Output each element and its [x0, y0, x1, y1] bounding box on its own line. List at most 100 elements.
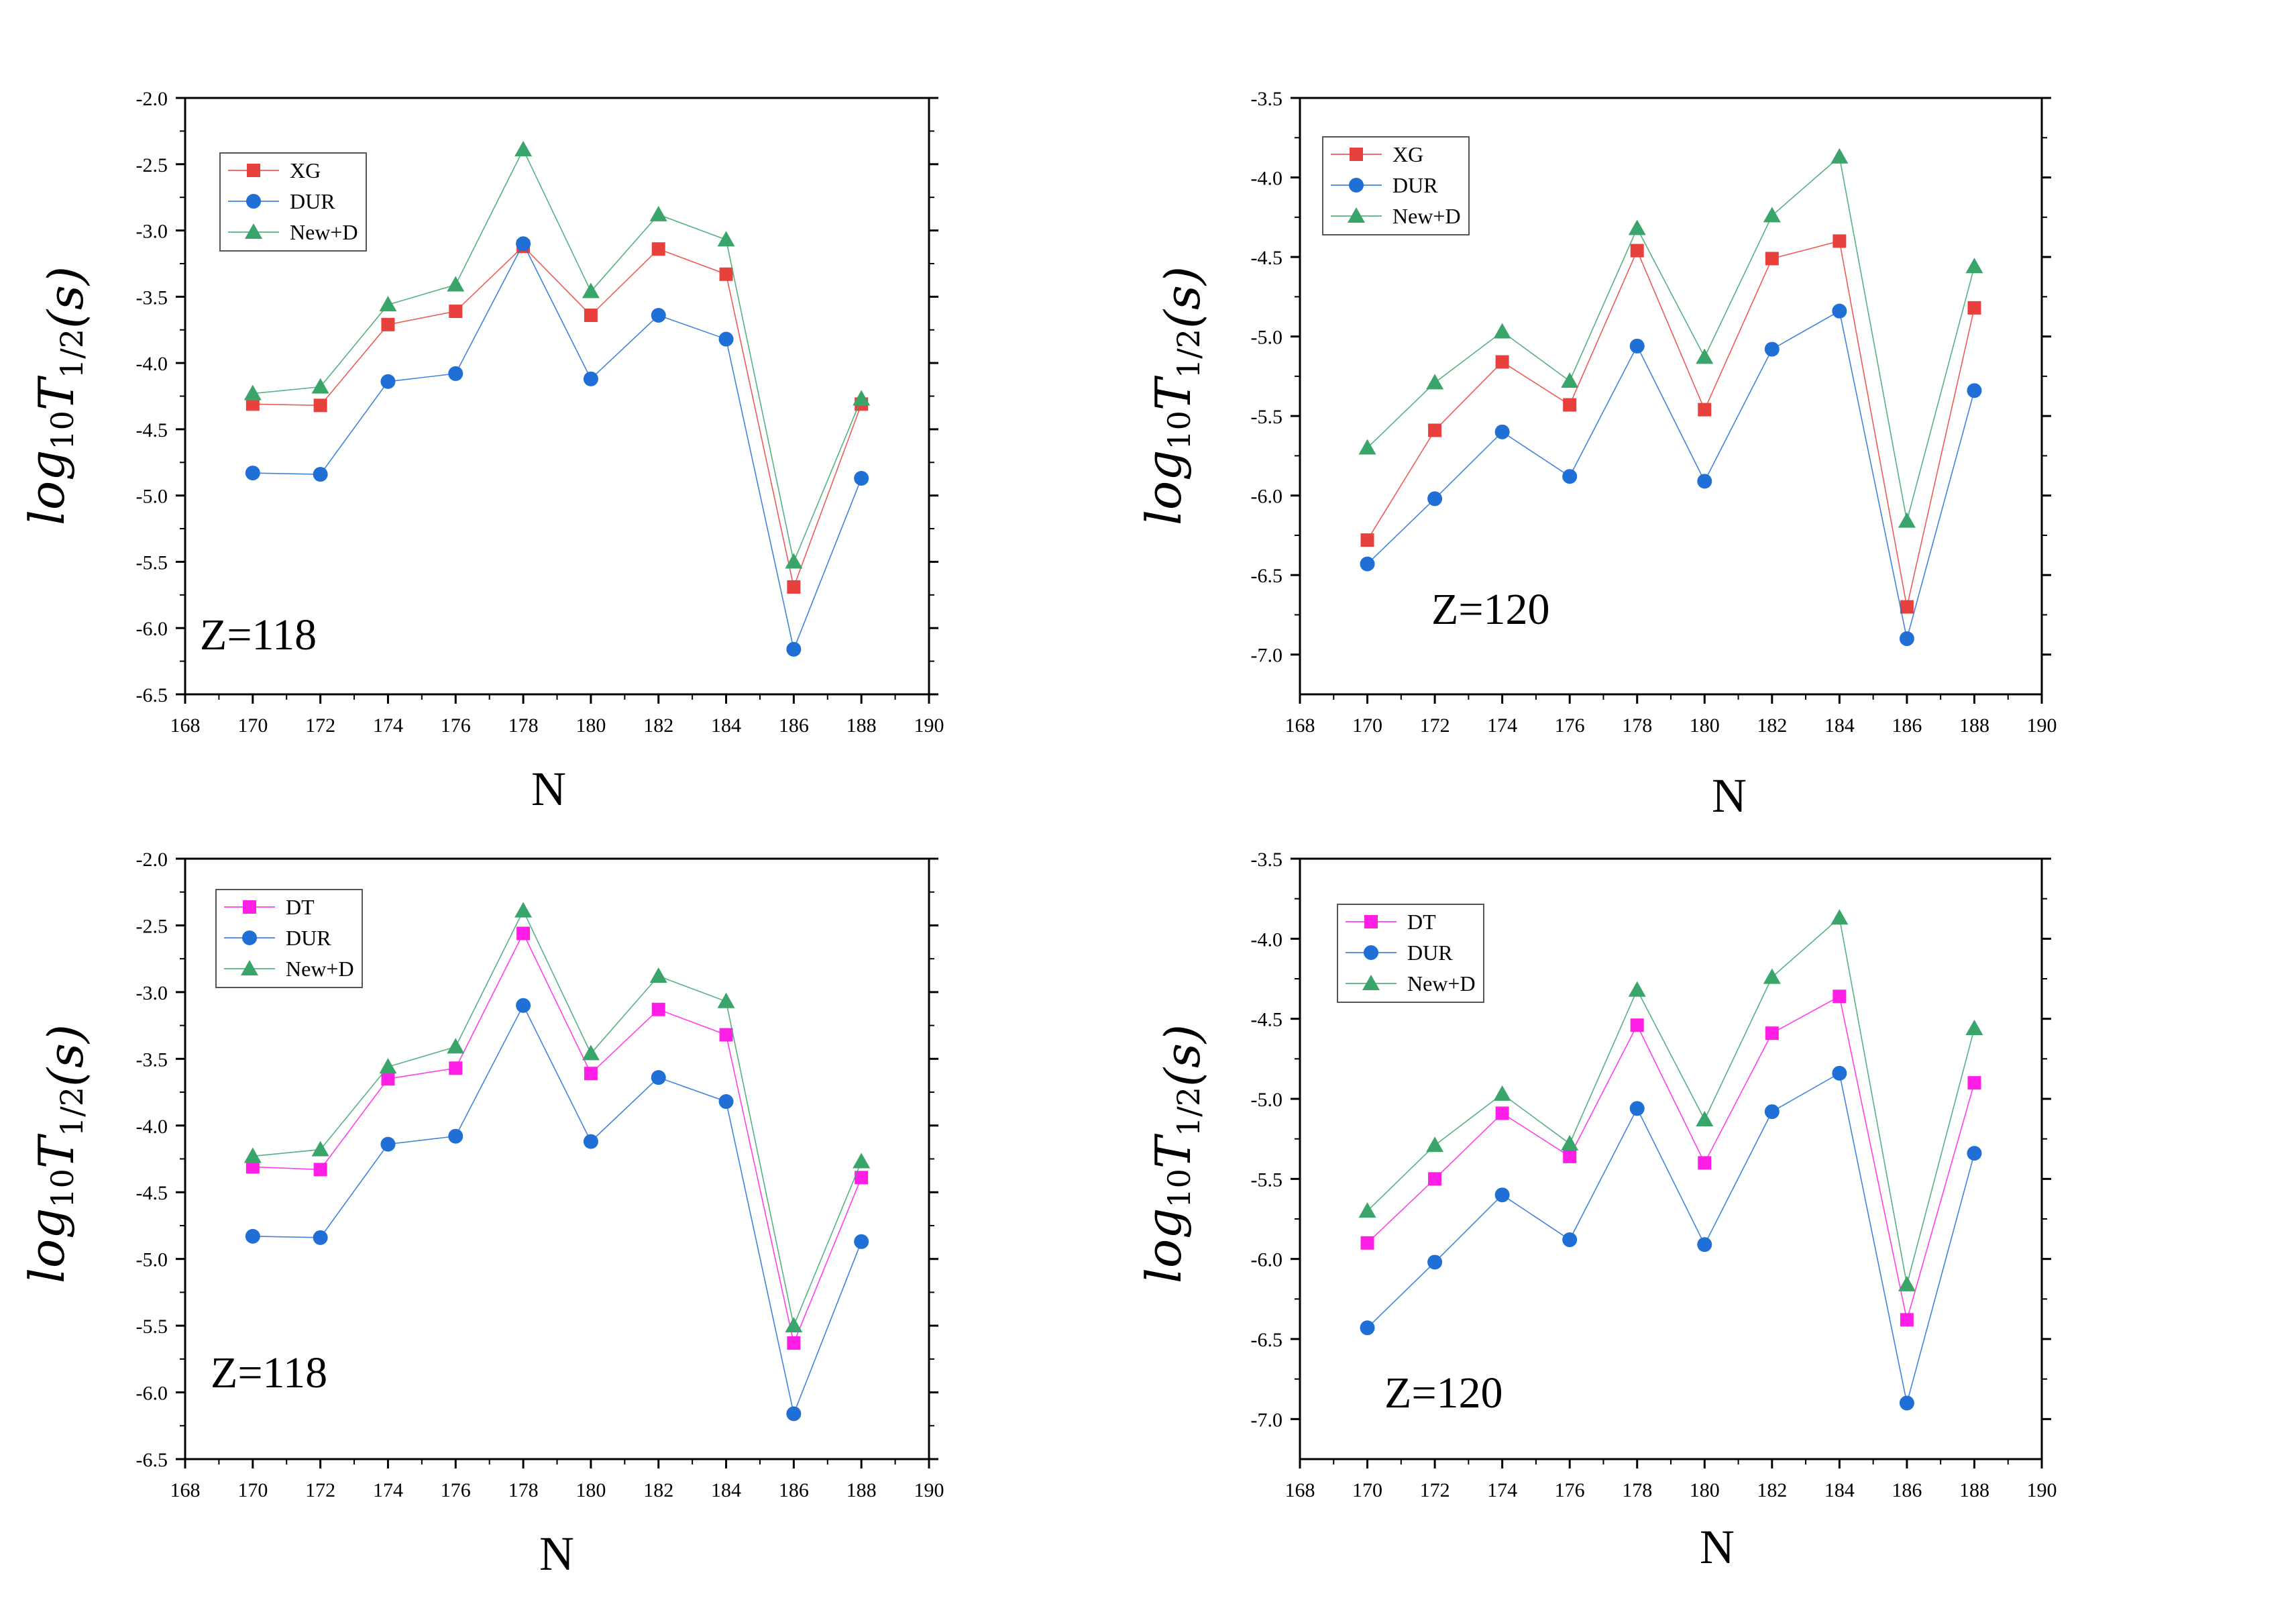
- y-tick-label: -5.0: [136, 486, 168, 508]
- legend-marker-dt: [1364, 915, 1378, 928]
- data-point-dur-n180: [583, 1134, 598, 1149]
- data-point-newd-n170: [1358, 1202, 1376, 1218]
- y-label-text: log: [1136, 450, 1192, 525]
- y-label-text: (s): [38, 266, 94, 329]
- data-point-dur-n176: [1562, 1232, 1578, 1248]
- y-tick-label: -5.0: [1251, 327, 1283, 349]
- data-point-dt-n182: [1765, 1026, 1779, 1040]
- x-tick-label: 176: [1555, 1479, 1585, 1501]
- data-point-newd-n172: [311, 378, 329, 394]
- x-tick-label: 178: [508, 714, 539, 737]
- x-tick-label: 178: [1622, 714, 1652, 737]
- x-tick-label: 188: [846, 1479, 877, 1501]
- legend-marker-xg: [1350, 148, 1363, 161]
- x-tick-label: 176: [441, 1479, 471, 1501]
- y-label-text: T: [1145, 375, 1201, 411]
- y-tick-label: -2.0: [136, 849, 168, 871]
- legend-box: [1322, 136, 1470, 235]
- data-point-newd-n184: [717, 231, 735, 247]
- x-tick-label: 172: [305, 1479, 335, 1501]
- x-tick-label: 174: [373, 1479, 403, 1501]
- panel-annotation: Z=118: [200, 610, 317, 659]
- data-point-newd-n178: [1628, 981, 1646, 997]
- x-tick-label: 170: [237, 714, 268, 737]
- data-point-newd-n184: [717, 992, 735, 1008]
- x-tick-label: 176: [1555, 714, 1585, 737]
- data-point-newd-n184: [1830, 148, 1849, 164]
- x-tick-label: 182: [1757, 1479, 1787, 1501]
- data-point-dur-n176: [1562, 469, 1578, 484]
- y-tick-label: -4.5: [136, 419, 168, 441]
- data-point-newd-n178: [514, 902, 533, 918]
- data-point-xg-n180: [1698, 403, 1712, 417]
- series-line-newd: [1366, 156, 1975, 521]
- legend: DT DUR New+D: [215, 889, 363, 988]
- y-tick-label: -4.5: [1251, 1009, 1283, 1031]
- data-point-newd-n176: [1561, 372, 1579, 388]
- x-tick-label: 180: [576, 714, 606, 737]
- y-tick-label: -6.0: [136, 1383, 168, 1405]
- data-point-xg-n186: [787, 580, 801, 594]
- data-point-dur-n182: [651, 307, 666, 323]
- data-point-dur-n178: [1629, 1101, 1645, 1116]
- y-tick-label: -6.5: [136, 684, 168, 706]
- legend-label: DUR: [1407, 941, 1453, 965]
- data-point-xg-n174: [381, 317, 395, 331]
- x-tick-label: 190: [2027, 714, 2057, 737]
- data-point-newd-n176: [447, 1038, 465, 1054]
- data-point-dur-n170: [245, 1228, 260, 1244]
- legend-label: New+D: [290, 220, 358, 244]
- x-tick-label: 168: [1285, 1479, 1315, 1501]
- data-point-dt-n186: [1900, 1313, 1914, 1327]
- data-point-dt-n180: [584, 1067, 598, 1081]
- y-tick-label: -4.5: [136, 1182, 168, 1204]
- y-label-text: (s): [1154, 266, 1211, 329]
- x-tick-label: 186: [1892, 1479, 1922, 1501]
- y-label-subscript: 1/2: [1170, 329, 1207, 378]
- data-point-newd-n188: [1965, 258, 1983, 274]
- data-point-dur-n176: [448, 366, 463, 381]
- panel-annotation: Z=120: [1431, 585, 1550, 634]
- x-tick-label: 188: [846, 714, 877, 737]
- x-tick-label: 188: [1959, 714, 1989, 737]
- data-point-dur-n172: [1427, 491, 1443, 506]
- data-point-dt-n186: [787, 1336, 801, 1350]
- x-axis-label: N: [531, 762, 566, 816]
- legend-marker-dt: [243, 900, 256, 914]
- y-tick-label: -2.5: [136, 154, 168, 176]
- data-point-xg-n182: [651, 242, 665, 256]
- x-tick-label: 190: [914, 1479, 944, 1501]
- x-tick-label: 184: [711, 714, 741, 737]
- y-label-subscript: 10: [44, 411, 80, 450]
- data-point-dt-n176: [449, 1061, 463, 1075]
- data-point-xg-n176: [1563, 398, 1577, 412]
- y-tick-label: -4.0: [1251, 928, 1283, 951]
- x-tick-label: 190: [2027, 1479, 2057, 1501]
- data-point-dur-n180: [1697, 474, 1712, 489]
- legend-label: DUR: [286, 926, 331, 950]
- data-point-newd-n174: [379, 296, 397, 312]
- data-point-dur-n186: [1899, 1395, 1914, 1411]
- x-axis-label: N: [539, 1527, 574, 1581]
- data-point-dur-n184: [718, 1093, 734, 1109]
- data-point-dt-n172: [313, 1163, 327, 1177]
- data-point-dur-n172: [1427, 1254, 1443, 1270]
- chart-panel-1: 168 170 172 174 176 178 180 182 184 186 188 190 -6.5…: [19, 88, 944, 816]
- data-point-xg-n172: [313, 398, 327, 413]
- x-tick-label: 170: [1352, 1479, 1382, 1501]
- chart-panel-3: 168 170 172 174 176 178 180 182 184 186 188 190 -6.5…: [19, 849, 944, 1581]
- x-tick-label: 172: [1420, 714, 1450, 737]
- data-point-dur-n188: [854, 470, 869, 486]
- data-point-newd-n180: [582, 1045, 600, 1061]
- data-point-newd-n186: [785, 553, 803, 569]
- x-tick-label: 184: [1824, 1479, 1855, 1501]
- data-point-newd-n170: [243, 384, 262, 400]
- y-tick-label: -4.0: [136, 353, 168, 375]
- legend-box: [215, 889, 363, 988]
- legend: XG DUR New+D: [219, 152, 367, 252]
- y-tick-label: -2.0: [136, 88, 168, 110]
- y-label-subscript: 1/2: [54, 1087, 90, 1136]
- legend-marker-newd: [1362, 975, 1380, 990]
- series-line-dur: [252, 1004, 862, 1416]
